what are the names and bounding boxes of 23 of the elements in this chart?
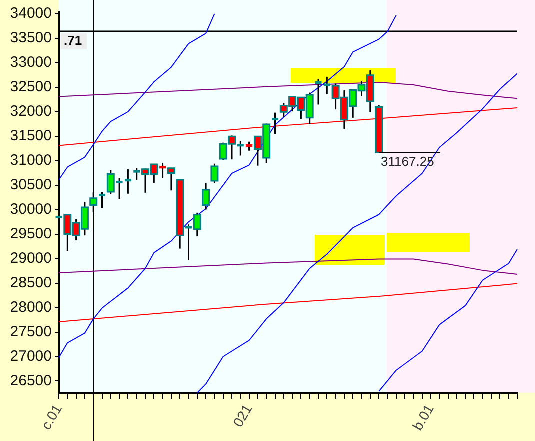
y-tick-label: 33500 bbox=[10, 30, 52, 47]
candlestick bbox=[160, 162, 166, 180]
y-tick-label: 30500 bbox=[10, 176, 52, 194]
y-tick-label: 30000 bbox=[10, 200, 52, 218]
y-tick-label: 33000 bbox=[10, 54, 52, 72]
y-tick-label: 29500 bbox=[10, 225, 52, 242]
candlestick bbox=[315, 78, 322, 106]
y-tick-label: 34000 bbox=[10, 5, 52, 22]
y-tick-label: 28500 bbox=[10, 274, 52, 292]
y-tick-label: 27000 bbox=[10, 348, 52, 365]
y-tick-label: 26500 bbox=[10, 372, 52, 390]
x-tick-label: 021 bbox=[230, 401, 256, 430]
y-tick-label: 32000 bbox=[10, 103, 52, 120]
y-tick-label: 31500 bbox=[10, 128, 52, 145]
annotation: .71 bbox=[64, 32, 82, 48]
y-tick-label: 27500 bbox=[10, 323, 52, 340]
y-tick-label: 29000 bbox=[10, 250, 52, 267]
x-tick-label: c.01 bbox=[38, 401, 66, 433]
candlestick bbox=[124, 168, 132, 195]
y-tick-label: 31000 bbox=[10, 152, 52, 170]
candlestick bbox=[246, 141, 253, 152]
y-tick-label: 28000 bbox=[10, 298, 52, 316]
y-tick-label: 32500 bbox=[10, 78, 52, 96]
